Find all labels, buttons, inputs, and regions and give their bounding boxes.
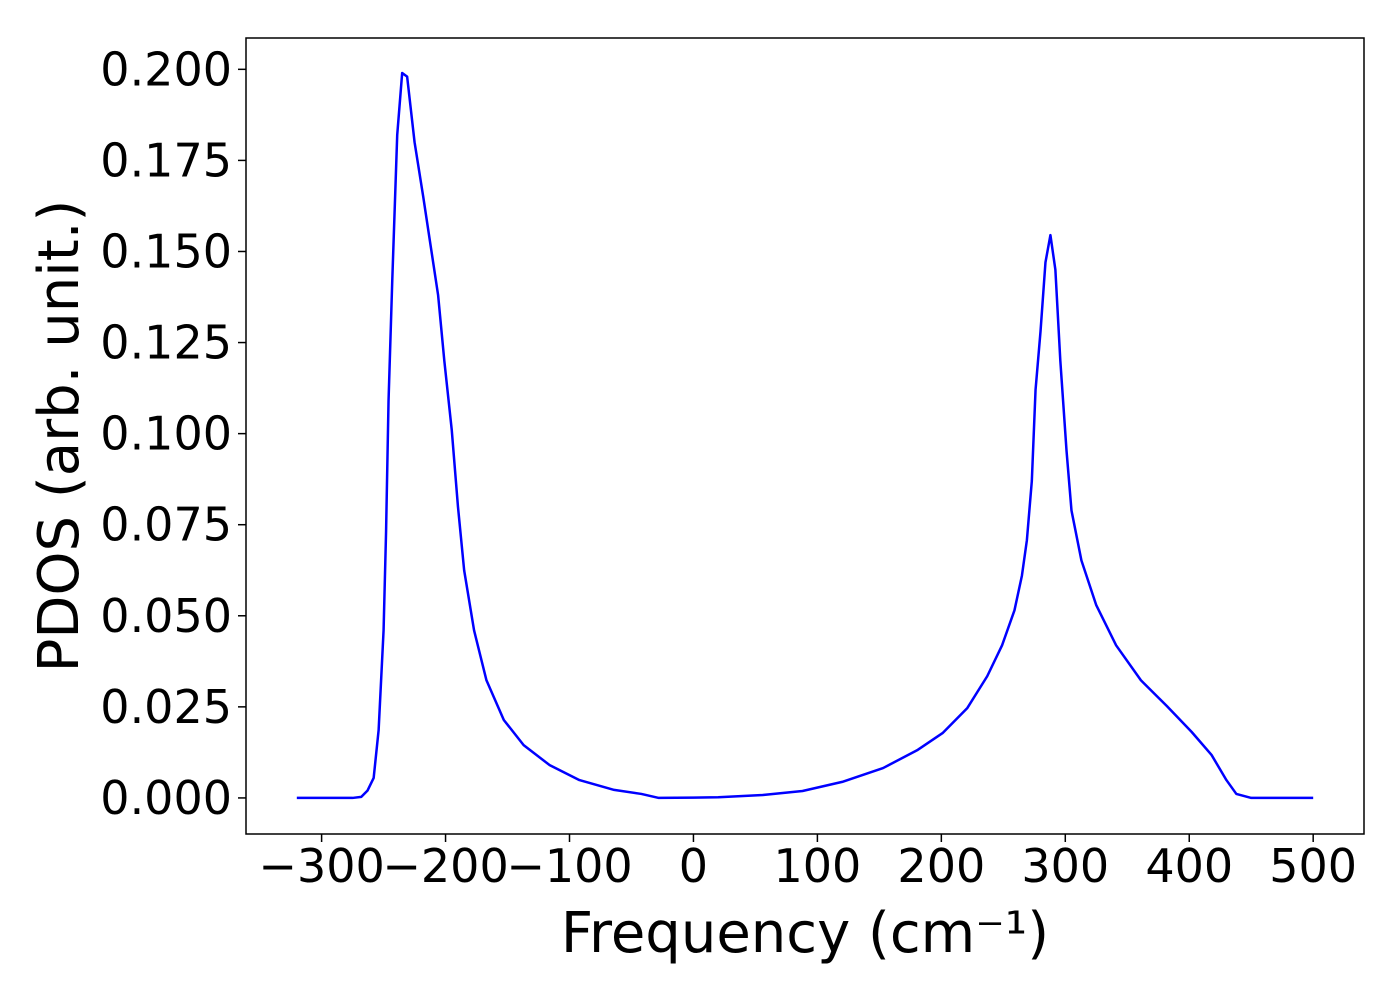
y-tick-label: 0.125	[100, 316, 232, 370]
x-tick-label: −100	[506, 839, 632, 893]
x-tick-label: 500	[1269, 839, 1357, 893]
x-tick-label: −200	[382, 839, 508, 893]
y-tick-label: 0.200	[100, 42, 232, 96]
y-tick-label: 0.000	[100, 771, 232, 825]
y-tick-label: 0.025	[100, 680, 232, 734]
plot-frame	[245, 37, 1365, 835]
x-tick-label: −300	[258, 839, 384, 893]
x-tick-label: 200	[897, 839, 985, 893]
x-axis-label: Frequency (cm⁻¹)	[561, 901, 1049, 966]
x-tick-label: 300	[1021, 839, 1109, 893]
y-tick-label: 0.150	[100, 224, 232, 278]
x-tick-label: 400	[1145, 839, 1233, 893]
y-tick-label: 0.075	[100, 498, 232, 552]
y-tick-label: 0.050	[100, 589, 232, 643]
x-tick-label: 0	[679, 839, 708, 893]
y-tick-label: 0.100	[100, 407, 232, 461]
y-axis-label: PDOS (arb. unit.)	[27, 200, 92, 673]
x-tick-label: 100	[773, 839, 861, 893]
pdos-line	[296, 71, 1314, 800]
y-tick-label: 0.175	[100, 133, 232, 187]
